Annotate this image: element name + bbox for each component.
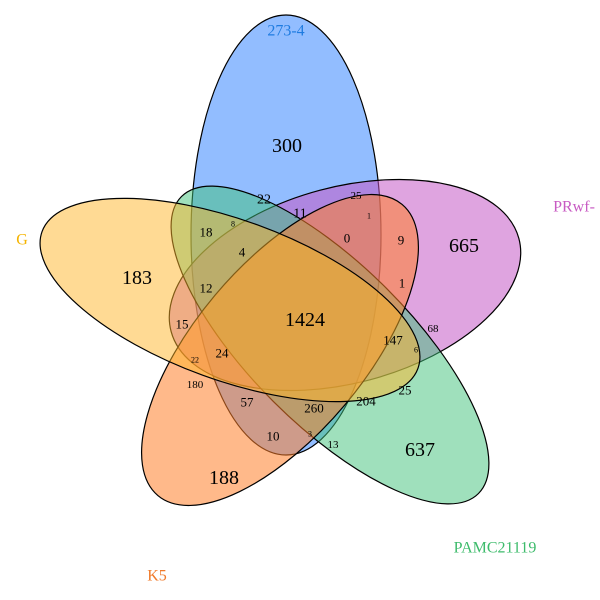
set-label-prwf: PRwf-: [553, 199, 595, 216]
region-count: 12: [200, 281, 213, 296]
region-count: 13: [328, 439, 340, 451]
set-label-g: G: [16, 232, 28, 249]
set-label-273-4: 273-4: [267, 23, 304, 40]
region-count: 25: [351, 190, 363, 202]
region-count: 183: [122, 267, 152, 289]
region-count: 10: [267, 429, 280, 444]
region-count: 1424: [285, 309, 325, 331]
region-count: 147: [383, 333, 403, 348]
region-count: 6: [414, 346, 418, 355]
region-count: 1: [367, 212, 371, 221]
region-count: 180: [187, 379, 204, 391]
region-count: 18: [200, 225, 213, 240]
region-count: 0: [344, 231, 351, 246]
region-count: 11: [293, 207, 306, 222]
region-count: 188: [209, 467, 239, 489]
region-count: 24: [216, 346, 230, 361]
region-count: 25: [399, 383, 412, 398]
region-count: 8: [231, 220, 235, 229]
region-count: 637: [405, 439, 435, 461]
region-count: 22: [191, 356, 199, 365]
region-count: 665: [449, 235, 479, 257]
region-count: 68: [428, 323, 440, 335]
region-count: 22: [257, 193, 271, 208]
region-count: 300: [272, 135, 302, 157]
ellipse-g: [39, 197, 421, 403]
set-label-pamc21119: PAMC21119: [454, 540, 537, 557]
set-label-k5: K5: [147, 568, 167, 585]
region-count: 260: [304, 401, 324, 416]
region-count: 57: [241, 395, 255, 410]
region-count: 1: [399, 276, 406, 291]
region-count: 4: [239, 245, 246, 260]
region-count: 15: [176, 317, 189, 332]
region-count: 204: [356, 394, 376, 409]
region-count: 3: [308, 430, 312, 439]
region-count: 9: [398, 233, 405, 248]
